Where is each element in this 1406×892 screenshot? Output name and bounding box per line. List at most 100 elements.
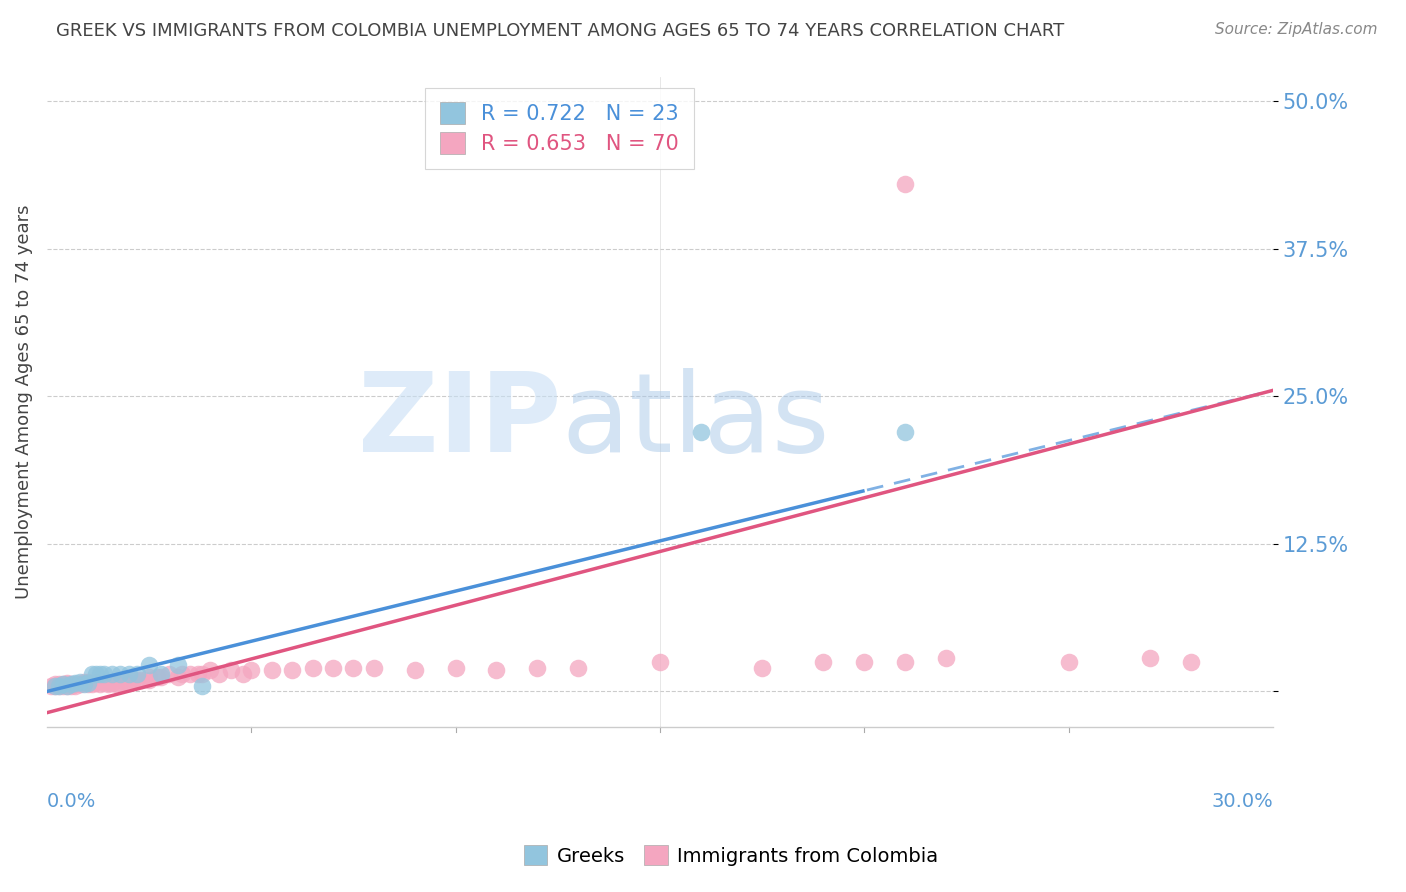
Point [125,673,148,687]
Text: atlas: atlas [562,368,831,475]
Point [97,677,120,691]
Point [69,675,91,690]
Point [813,655,835,669]
Point [219,663,242,677]
Point [97,675,120,690]
Point [69,677,91,691]
Point [150,670,173,684]
Point [73,677,96,691]
Point [69,677,91,691]
Point [101,676,124,690]
Point [48,679,70,693]
Point [56,679,79,693]
Point [60,677,83,691]
Point [485,663,508,677]
Point [179,666,201,681]
Point [73,676,96,690]
Point [89,677,111,691]
Point [404,663,426,677]
Point [76,677,98,691]
Point [44,679,66,693]
Point [73,675,96,690]
Legend: Greeks, Immigrants from Colombia: Greeks, Immigrants from Colombia [516,838,946,873]
Point [342,661,364,675]
Point [281,663,304,677]
Point [65,679,87,693]
Point [138,658,160,673]
Point [166,670,188,684]
Point [65,676,87,690]
Point [117,666,139,681]
Point [526,661,548,675]
Point [114,675,136,690]
Point [138,670,160,684]
Point [232,666,254,681]
Point [751,661,773,675]
Point [138,673,160,687]
Point [125,666,148,681]
Text: GREEK VS IMMIGRANTS FROM COLOMBIA UNEMPLOYMENT AMONG AGES 65 TO 74 YEARS CORRELA: GREEK VS IMMIGRANTS FROM COLOMBIA UNEMPL… [56,22,1064,40]
Text: ZIP: ZIP [359,368,562,475]
Point [110,666,132,681]
Point [260,663,283,677]
Point [170,666,193,681]
Point [894,177,917,191]
Text: Source: ZipAtlas.com: Source: ZipAtlas.com [1215,22,1378,37]
Point [44,679,66,693]
Point [191,679,214,693]
Point [52,677,75,691]
Point [1180,655,1202,669]
Point [935,651,957,665]
Point [240,663,263,677]
Point [894,425,917,439]
Point [159,666,181,681]
Point [39,679,62,693]
Point [150,666,173,681]
Point [48,679,70,693]
Point [207,666,229,681]
Point [191,666,214,681]
Point [363,661,385,675]
Point [689,425,711,439]
Point [110,676,132,690]
Point [121,673,143,687]
Point [301,661,323,675]
Point [93,666,115,681]
Point [60,679,83,693]
Point [567,661,589,675]
Point [166,658,188,673]
Point [76,676,98,690]
Point [76,675,98,690]
Point [89,666,111,681]
Point [84,666,107,681]
Point [444,661,467,675]
Point [84,676,107,690]
Point [52,679,75,693]
Point [65,677,87,691]
Text: 30.0%: 30.0% [1211,792,1272,811]
Point [60,677,83,691]
Point [1057,655,1080,669]
Point [322,661,344,675]
Point [56,676,79,690]
Point [48,677,70,691]
Point [93,675,115,690]
Point [117,676,139,690]
Point [84,675,107,690]
Legend: R = 0.722   N = 23, R = 0.653   N = 70: R = 0.722 N = 23, R = 0.653 N = 70 [425,87,693,169]
Point [80,666,103,681]
Point [187,666,209,681]
Point [200,663,222,677]
Y-axis label: Unemployment Among Ages 65 to 74 years: Unemployment Among Ages 65 to 74 years [15,205,32,599]
Point [56,677,79,691]
Point [44,677,66,691]
Point [101,666,124,681]
Point [853,655,876,669]
Point [80,677,103,691]
Point [146,670,169,684]
Point [1139,651,1161,665]
Point [105,677,128,691]
Point [52,677,75,691]
Point [56,679,79,693]
Point [894,655,917,669]
